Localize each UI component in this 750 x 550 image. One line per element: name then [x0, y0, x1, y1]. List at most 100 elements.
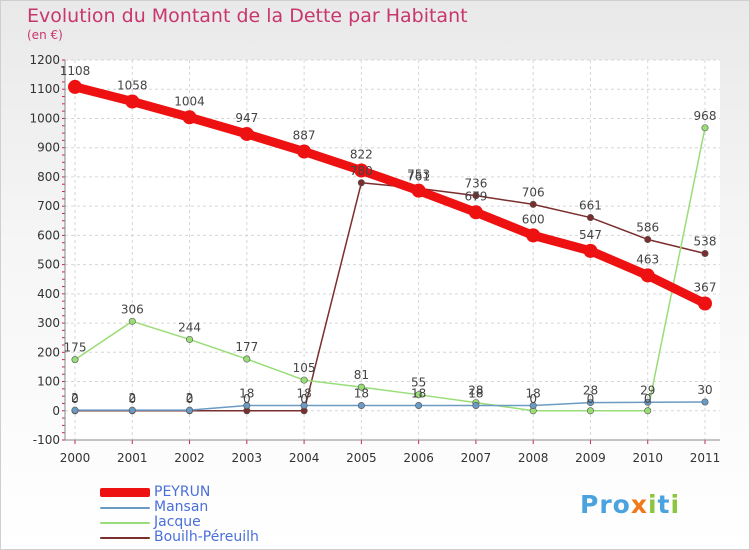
- data-label-2: 968: [694, 109, 717, 123]
- data-label-2: 177: [235, 340, 258, 354]
- data-point-1: [415, 402, 423, 410]
- data-point-0: [239, 126, 254, 141]
- data-label-0: 887: [293, 128, 316, 142]
- data-label-0: 1108: [60, 64, 91, 78]
- data-point-1: [357, 402, 365, 410]
- data-label-0: 753: [407, 168, 430, 182]
- y-tick-label: 1000: [29, 111, 60, 125]
- logo-part-x: x: [630, 490, 648, 519]
- data-label-2: 175: [64, 341, 87, 355]
- data-point-0: [698, 296, 712, 311]
- y-tick-label: -100: [33, 433, 60, 447]
- series-line-1: [74, 401, 706, 411]
- data-point-1: [186, 406, 194, 414]
- data-label-3: 736: [464, 177, 487, 191]
- data-point-1: [644, 398, 652, 406]
- y-tick-label: 300: [37, 316, 60, 330]
- data-point-0: [125, 94, 140, 109]
- data-label-3: 761: [407, 169, 430, 183]
- data-point-1: [701, 398, 709, 406]
- data-label-3: 0: [243, 392, 251, 406]
- data-point-0: [583, 243, 598, 258]
- legend-label-bouilh-pereuilh: Bouilh-Péreuilh: [154, 529, 259, 545]
- data-label-3: 586: [636, 220, 659, 234]
- x-tick-label: 2004: [289, 451, 320, 465]
- data-point-2: [357, 383, 365, 391]
- logo-part-pro: Pro: [580, 490, 631, 519]
- data-point-1: [243, 402, 251, 410]
- y-tick-label: 1100: [29, 82, 60, 96]
- data-label-0: 463: [636, 252, 659, 266]
- data-point-2: [300, 376, 308, 384]
- data-point-2: [701, 124, 709, 132]
- data-label-2: 28: [468, 384, 483, 398]
- data-label-2: 0: [529, 392, 537, 406]
- data-label-1: 2: [128, 391, 136, 405]
- x-tick-label: 2003: [232, 451, 263, 465]
- data-label-1: 18: [411, 387, 426, 401]
- data-label-0: 822: [350, 147, 373, 161]
- data-label-1: 18: [296, 387, 311, 401]
- data-label-1: 2: [186, 391, 194, 405]
- legend-swatch-bouilh-pereuilh: [100, 537, 150, 539]
- x-tick-label: 2006: [403, 451, 434, 465]
- logo-part-i: i: [647, 490, 658, 519]
- data-point-0: [411, 183, 426, 198]
- data-point-2: [128, 317, 136, 325]
- data-point-3: [701, 250, 709, 258]
- data-point-3: [644, 235, 652, 243]
- data-point-1: [529, 402, 537, 410]
- legend-swatch-jacque: [100, 522, 150, 524]
- x-tick-label: 2010: [632, 451, 663, 465]
- data-point-3: [357, 179, 365, 187]
- y-tick-label: 800: [37, 170, 60, 184]
- y-tick-label: 500: [37, 258, 60, 272]
- plot-area: [65, 60, 720, 440]
- data-label-0: 679: [464, 189, 487, 203]
- data-label-3: 780: [350, 164, 373, 178]
- legend-swatch-peyrun: [100, 488, 150, 497]
- data-point-1: [128, 406, 136, 414]
- data-label-2: 0: [587, 392, 595, 406]
- data-point-2: [586, 407, 594, 415]
- data-label-1: 28: [583, 384, 598, 398]
- data-label-2: 306: [121, 302, 144, 316]
- data-label-1: 2: [71, 391, 79, 405]
- x-tick-label: 2011: [690, 451, 721, 465]
- y-tick-label: 600: [37, 228, 60, 242]
- data-label-3: 706: [522, 185, 545, 199]
- y-tick-label: 0: [52, 404, 60, 418]
- data-label-0: 367: [694, 280, 717, 294]
- data-point-3: [472, 192, 480, 200]
- x-tick-label: 2002: [174, 451, 205, 465]
- data-label-2: 55: [411, 376, 426, 390]
- data-point-1: [472, 402, 480, 410]
- data-point-1: [71, 406, 79, 414]
- legend-label-jacque: Jacque: [154, 514, 201, 530]
- series-line-0: [70, 82, 710, 308]
- data-label-0: 547: [579, 228, 602, 242]
- x-tick-label: 2005: [346, 451, 377, 465]
- proxiti-logo: Proxiti: [580, 490, 680, 519]
- y-tick-label: 1200: [29, 53, 60, 67]
- data-point-2: [415, 391, 423, 399]
- data-label-2: 81: [354, 368, 369, 382]
- data-label-0: 1004: [174, 94, 205, 108]
- data-point-0: [526, 228, 541, 243]
- data-label-0: 1058: [117, 79, 148, 93]
- data-point-3: [586, 214, 594, 222]
- chart-title: Evolution du Montant de la Dette par Hab…: [27, 5, 468, 27]
- data-point-2: [186, 335, 194, 343]
- data-label-3: 661: [579, 199, 602, 213]
- x-tick-label: 2001: [117, 451, 148, 465]
- data-label-3: 538: [694, 235, 717, 249]
- data-label-2: 0: [644, 392, 652, 406]
- data-label-1: 29: [640, 383, 655, 397]
- legend-label-mansan: Mansan: [154, 499, 209, 515]
- logo-part-i2: i: [670, 490, 681, 519]
- data-point-0: [354, 163, 369, 178]
- x-tick-label: 2000: [60, 451, 91, 465]
- data-point-2: [243, 355, 251, 363]
- legend-swatch-mansan: [100, 507, 150, 509]
